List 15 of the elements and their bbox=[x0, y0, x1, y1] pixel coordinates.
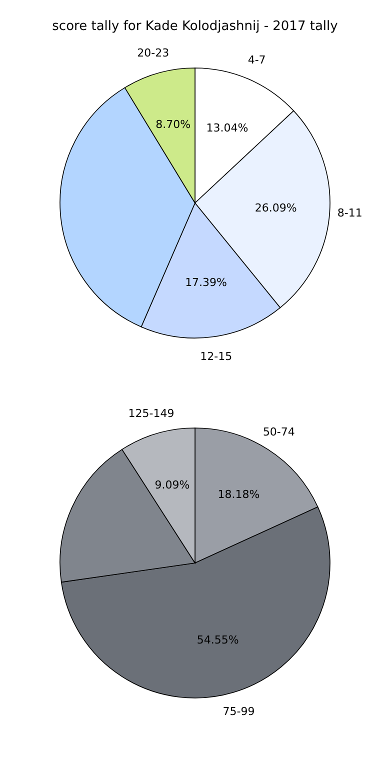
data-label: 26.09% bbox=[254, 202, 297, 215]
data-label: 54.55% bbox=[196, 634, 239, 647]
slice-label: 125-149 bbox=[128, 407, 174, 420]
data-label: 18.18% bbox=[218, 488, 260, 501]
data-label: 9.09% bbox=[154, 478, 190, 492]
slice-label: 8-11 bbox=[337, 206, 362, 220]
chart-title: score tally for Kade Kolodjashnij - 2017 tally bbox=[52, 19, 338, 34]
data-label: 13.04% bbox=[206, 122, 248, 135]
slice-label: 75-99 bbox=[222, 704, 255, 718]
slice-label: 12-15 bbox=[200, 350, 232, 363]
slice-label: 50-74 bbox=[262, 425, 295, 438]
data-label: 8.70% bbox=[156, 118, 191, 132]
data-label: 17.39% bbox=[185, 276, 228, 290]
slice-label: 4-7 bbox=[248, 54, 266, 67]
slice-label: 20-23 bbox=[137, 46, 170, 60]
